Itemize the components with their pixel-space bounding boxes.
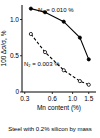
data-point — [87, 83, 90, 86]
y-tick — [20, 92, 22, 93]
plot-area — [29, 7, 90, 86]
data-point — [78, 80, 81, 83]
x-tick-label: 1.5 — [84, 95, 93, 102]
data-point — [62, 20, 65, 23]
data-point — [78, 36, 81, 39]
y-tick-label: 0 — [15, 88, 19, 95]
y-tick-label: 1.0 — [10, 16, 19, 23]
x-tick-label: 0.6 — [48, 95, 57, 102]
y-axis-label: 100 Δσ/σ, % — [0, 30, 7, 66]
y-tick — [20, 55, 22, 56]
y-tick — [20, 19, 22, 20]
series-label: N₂ = 0.010 % — [38, 7, 74, 13]
y-tick-label: 0.5 — [10, 52, 19, 59]
x-tick — [72, 92, 73, 94]
x-tick-label: 1.0 — [68, 95, 77, 102]
series-line — [31, 34, 89, 85]
data-point — [43, 51, 46, 54]
x-tick-label: 0.3 — [20, 95, 29, 102]
series-line — [31, 9, 89, 60]
y-axis — [22, 5, 23, 92]
data-point — [62, 69, 65, 72]
series-label: N₂ = 0.003 % — [24, 61, 60, 67]
subtitle: Steel with 0.2% silicon by mass — [8, 126, 92, 132]
x-tick — [24, 92, 25, 94]
x-axis — [22, 92, 96, 93]
x-tick — [52, 92, 53, 94]
x-tick — [88, 92, 89, 94]
data-point — [29, 32, 32, 35]
data-point — [29, 7, 32, 10]
data-point — [87, 58, 90, 61]
x-axis-label: Mn content (%) — [37, 104, 81, 112]
